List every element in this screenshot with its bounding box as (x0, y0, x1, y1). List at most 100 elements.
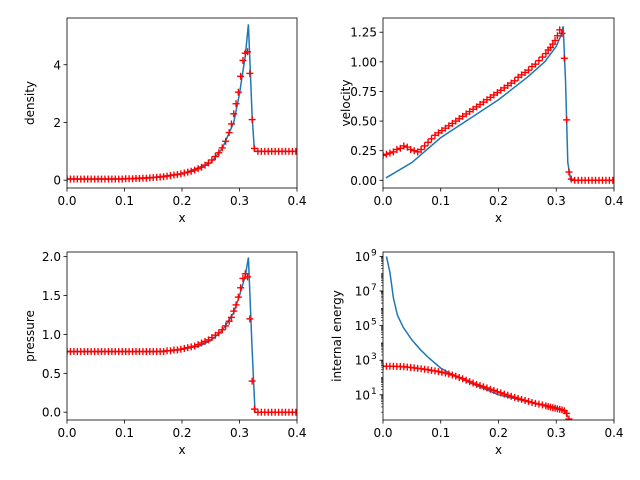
data-point (434, 368, 442, 376)
data-point (514, 394, 522, 402)
data-point (486, 385, 494, 393)
data-point (227, 313, 235, 321)
data-point (292, 147, 297, 155)
data-point (250, 405, 258, 413)
y-tick-label: 10 (355, 319, 370, 333)
marker-series-1 (67, 270, 297, 416)
data-point (565, 168, 573, 176)
data-point (386, 149, 394, 157)
data-point (525, 66, 533, 74)
data-point (546, 44, 554, 52)
x-tick-label: 0.2 (489, 426, 508, 440)
data-point (222, 137, 230, 145)
panel-pressure: 0.0 0.1 0.2 0.3 0.4 0.0 0.5 1.0 1.5 2.0 x pressure (23, 250, 307, 457)
data-point (160, 348, 168, 356)
data-point (407, 145, 415, 153)
data-point (551, 37, 559, 45)
x-tick-label: 0.2 (172, 194, 191, 208)
marker-series-1 (383, 362, 573, 420)
axes-frame (66, 17, 298, 189)
series-line (67, 24, 297, 180)
data-point (177, 170, 185, 178)
data-point (518, 395, 526, 403)
x-tick-label: 0.0 (57, 194, 76, 208)
data-point (558, 29, 566, 37)
data-point (507, 392, 515, 400)
y-axis-label: density (23, 81, 37, 125)
data-point (448, 371, 456, 379)
x-tick-label: 0.3 (547, 194, 566, 208)
x-tick-label: 0.3 (547, 426, 566, 440)
data-point (549, 40, 557, 48)
data-point (525, 398, 533, 406)
data-point (565, 415, 573, 420)
data-point (538, 401, 546, 409)
data-point (215, 149, 223, 157)
x-tick-label: 0.0 (57, 426, 76, 440)
data-point (198, 339, 206, 347)
data-point (466, 378, 474, 386)
y-tick-label: 0.5 (42, 367, 61, 381)
data-point (222, 322, 230, 330)
data-point (232, 100, 240, 108)
y-tick-exponent: 1 (371, 387, 377, 397)
data-point (483, 384, 491, 392)
data-point (400, 142, 408, 150)
data-point (490, 386, 498, 394)
x-axis-label: x (495, 211, 502, 225)
data-point (542, 50, 550, 58)
data-point (184, 344, 192, 352)
data-point (473, 380, 481, 388)
data-point (504, 391, 512, 399)
data-point (292, 408, 297, 416)
y-tick-label: 0.00 (350, 174, 377, 188)
y-tick-label: 0.50 (350, 115, 377, 129)
y-axis-label: pressure (23, 310, 37, 362)
data-point (479, 383, 487, 391)
data-point (393, 145, 401, 153)
reference-line-0 (67, 257, 297, 413)
data-point (187, 167, 195, 175)
reference-line-0 (385, 256, 569, 418)
x-tick-label: 0.4 (287, 426, 306, 440)
axes-frame (382, 17, 615, 189)
y-tick-label: 2.0 (42, 250, 61, 264)
y-axis-label: internal energy (330, 290, 344, 382)
data-point (462, 376, 470, 384)
data-point (218, 144, 226, 152)
reference-line-0 (385, 26, 614, 182)
x-tick-label: 0.4 (604, 426, 623, 440)
y-tick-label: 0 (53, 174, 61, 188)
marker-series-1 (383, 26, 614, 184)
y-tick-label: 10 (355, 285, 370, 299)
data-point (452, 372, 460, 380)
data-point (459, 375, 467, 383)
data-point (535, 57, 543, 65)
data-point (428, 135, 436, 143)
data-point (208, 156, 216, 164)
x-axis-label: x (178, 211, 185, 225)
marker-series-1 (67, 48, 297, 183)
data-point (194, 165, 202, 173)
y-tick-label: 0.75 (350, 85, 377, 99)
data-point (230, 307, 238, 315)
x-tick-label: 0.2 (172, 426, 191, 440)
data-point (180, 169, 188, 177)
data-point (493, 388, 501, 396)
y-tick-label: 10 (355, 388, 370, 402)
data-point (497, 389, 505, 397)
data-point (234, 293, 242, 301)
data-point (531, 60, 539, 68)
data-point (528, 398, 536, 406)
data-point (167, 347, 174, 355)
x-tick-label: 0.2 (489, 194, 508, 208)
data-point (511, 393, 519, 401)
data-point (421, 142, 429, 150)
data-point (225, 317, 233, 325)
panel-velocity: 0.0 0.1 0.2 0.3 0.4 0.00 0.25 0.50 0.75 1.00 1.25 x… (339, 17, 624, 225)
data-point (410, 147, 418, 155)
data-point (383, 151, 387, 159)
y-tick-exponent: 7 (371, 283, 377, 293)
